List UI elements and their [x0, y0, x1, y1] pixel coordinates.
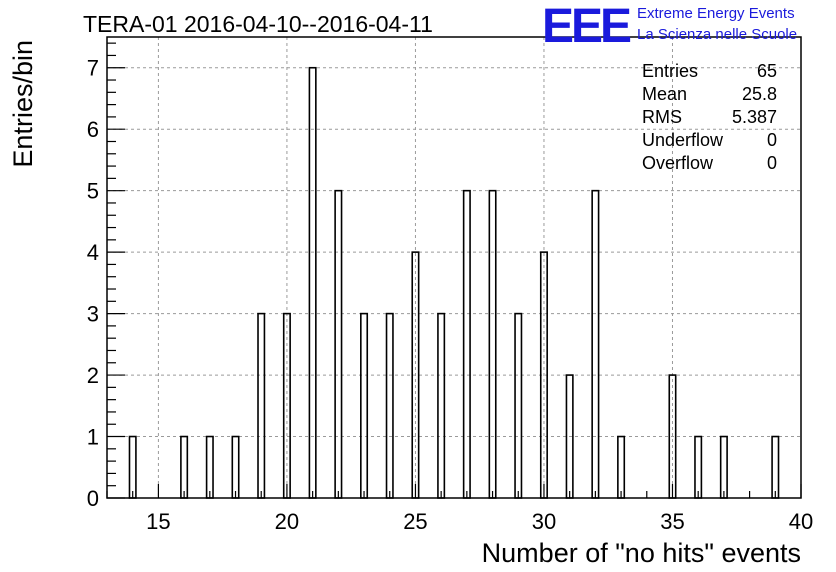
eee-logo-mark: EEE	[542, 0, 631, 53]
stat-value: 0	[767, 130, 777, 150]
x-tick-label: 35	[660, 509, 684, 534]
histogram-bars	[128, 66, 780, 499]
y-tick-label: 7	[87, 56, 99, 81]
tick-labels: 15 20 25 30 35 40 0 1 2 3 4 5 6 7	[87, 56, 813, 534]
histogram-bar	[385, 312, 394, 499]
histogram-bar	[488, 189, 497, 499]
histogram-bar	[514, 312, 523, 499]
x-tick-label: 15	[146, 509, 170, 534]
y-tick-label: 0	[87, 486, 99, 511]
x-tick-label: 20	[275, 509, 299, 534]
histogram-bar	[617, 435, 626, 499]
y-axis-label: Entries/bin	[8, 40, 38, 168]
x-tick-label: 30	[532, 509, 556, 534]
eee-logo-line1: Extreme Energy Events	[637, 5, 795, 22]
histogram-bar	[257, 312, 266, 499]
histogram-bar	[180, 435, 189, 499]
histogram-bar	[771, 435, 780, 499]
histogram-bar	[205, 435, 214, 499]
y-tick-label: 2	[87, 363, 99, 388]
histogram-bar	[360, 312, 369, 499]
stat-label: Overflow	[642, 153, 714, 173]
histogram-bar	[231, 435, 240, 499]
grid-lines	[107, 37, 801, 498]
stats-box: Entries 65 Mean 25.8 RMS 5.387 Underflow 0 Overf…	[642, 61, 777, 173]
x-axis-label: Number of "no hits" events	[482, 538, 801, 568]
axis-ticks	[106, 42, 802, 499]
chart-title: TERA-01 2016-04-10--2016-04-11	[83, 11, 433, 37]
plot-frame	[106, 36, 802, 499]
histogram-bar	[308, 66, 317, 499]
stat-value: 25.8	[742, 84, 777, 104]
y-tick-label: 6	[87, 117, 99, 142]
histogram-bar	[437, 312, 446, 499]
stat-value: 0	[767, 153, 777, 173]
eee-logo: EEE Extreme Energy Events La Scienza nel…	[542, 0, 797, 53]
histogram-bar	[334, 189, 343, 499]
stat-label: Underflow	[642, 130, 724, 150]
histogram-bar	[128, 435, 137, 499]
x-tick-label: 40	[789, 509, 813, 534]
stat-value: 5.387	[732, 107, 777, 127]
stat-label: RMS	[642, 107, 682, 127]
y-tick-label: 1	[87, 425, 99, 450]
eee-logo-line2: La Scienza nelle Scuole	[637, 26, 797, 43]
histogram-bar	[719, 435, 728, 499]
y-tick-label: 5	[87, 179, 99, 204]
stat-label: Entries	[642, 61, 698, 81]
histogram-bar	[694, 435, 703, 499]
y-tick-label: 4	[87, 240, 99, 265]
stat-label: Mean	[642, 84, 687, 104]
stat-value: 65	[757, 61, 777, 81]
y-tick-label: 3	[87, 302, 99, 327]
histogram-bar	[462, 189, 471, 499]
x-tick-label: 25	[403, 509, 427, 534]
histogram-bar	[591, 189, 600, 499]
